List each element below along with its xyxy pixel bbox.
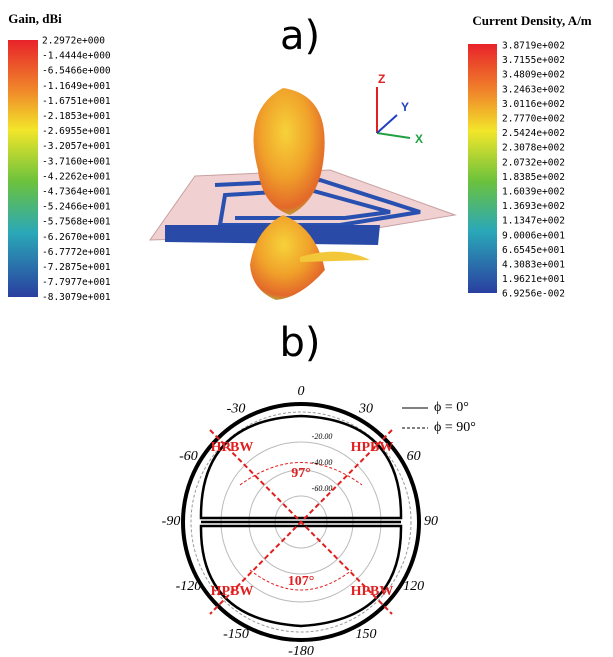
colorbar-label: 3.7155e+002	[502, 55, 565, 66]
colorbar-label: 1.9621e+001	[502, 274, 565, 285]
antenna-model	[150, 88, 455, 300]
colorbar-label: 6.9256e-002	[502, 289, 565, 300]
angle-label: 120	[403, 579, 424, 594]
colorbar-label: -3.2057e+001	[42, 141, 111, 152]
colorbar-label: -4.2262e+001	[42, 171, 111, 182]
colorbar-label: 1.1347e+002	[502, 216, 565, 227]
colorbar-label: 4.3083e+001	[502, 260, 565, 271]
angle-label: -180	[288, 644, 314, 657]
gain-colorbar	[8, 40, 38, 297]
current-title: Current Density, A/m	[472, 13, 591, 28]
figure: a) Gain, dBi Current Density, A/m Z Y X …	[0, 0, 613, 657]
colorbar-label: 3.8719e+002	[502, 41, 565, 52]
legend-entry: ϕ = 90°	[434, 420, 476, 435]
beamwidth-label: 107°	[288, 574, 315, 589]
colorbar-label: -1.4444e+000	[42, 51, 111, 62]
colorbar-label: 3.0116e+002	[502, 99, 565, 110]
radial-label: -20.00	[312, 432, 333, 441]
colorbar-label: -6.7772e+001	[42, 247, 111, 258]
angle-label: -90	[162, 514, 181, 529]
colorbar-label: -6.5466e+000	[42, 66, 111, 77]
colorbar-label: 2.3078e+002	[502, 143, 565, 154]
colorbar-label: -8.3079e+001	[42, 292, 111, 303]
colorbar-label: -7.7977e+001	[42, 277, 111, 288]
axis-label: X	[415, 132, 423, 146]
colorbar-label: 2.0732e+002	[502, 157, 565, 168]
colorbar-label: 1.8385e+002	[502, 172, 565, 183]
colorbar-label: 3.2463e+002	[502, 84, 565, 95]
hpbw-label: HPBW	[351, 440, 394, 455]
angle-label: -60	[179, 449, 198, 464]
angle-label: 60	[407, 449, 421, 464]
angle-label: 150	[356, 627, 377, 642]
axis-label: Y	[401, 100, 409, 114]
legend-entry: ϕ = 0°	[434, 400, 469, 415]
colorbar-label: 2.5424e+002	[502, 128, 565, 139]
angle-label: -120	[176, 579, 202, 594]
colorbar-label: 6.6545e+001	[502, 245, 565, 256]
colorbar-label: -4.7364e+001	[42, 187, 111, 198]
colorbar-label: -7.2875e+001	[42, 262, 111, 273]
gain-title: Gain, dBi	[8, 11, 62, 26]
panel-label: b)	[280, 320, 321, 366]
current-colorbar	[468, 44, 497, 293]
colorbar-label: -1.1649e+001	[42, 81, 111, 92]
colorbar-label: 1.3693e+002	[502, 201, 565, 212]
angle-label: -30	[227, 402, 246, 417]
angle-label: 30	[358, 402, 373, 417]
colorbar-label: -5.7568e+001	[42, 217, 111, 228]
colorbar-label: 2.7770e+002	[502, 114, 565, 125]
colorbar-label: -1.6751e+001	[42, 96, 111, 107]
angle-label: 90	[424, 514, 438, 529]
colorbar-label: -2.1853e+001	[42, 111, 111, 122]
hpbw-label: HPBW	[211, 584, 254, 599]
colorbar-label: 2.2972e+000	[42, 36, 105, 47]
angle-label: -150	[223, 627, 249, 642]
angle-label: 0	[298, 384, 305, 399]
colorbar-label: -5.2466e+001	[42, 202, 111, 213]
colorbar-label: -3.7160e+001	[42, 156, 111, 167]
hpbw-label: HPBW	[211, 440, 254, 455]
axis-label: Z	[378, 72, 385, 86]
radial-label: -40.00	[312, 458, 333, 467]
colorbar-label: 3.4809e+002	[502, 70, 565, 81]
colorbar-label: -6.2670e+001	[42, 232, 111, 243]
radial-label: -60.00	[312, 484, 333, 493]
hpbw-label: HPBW	[351, 584, 394, 599]
colorbar-label: 9.0006e+001	[502, 230, 565, 241]
colorbar-label: -2.6955e+001	[42, 126, 111, 137]
panel-label: a)	[280, 13, 320, 59]
colorbar-label: 1.6039e+002	[502, 187, 565, 198]
beamwidth-label: 97°	[291, 466, 311, 481]
